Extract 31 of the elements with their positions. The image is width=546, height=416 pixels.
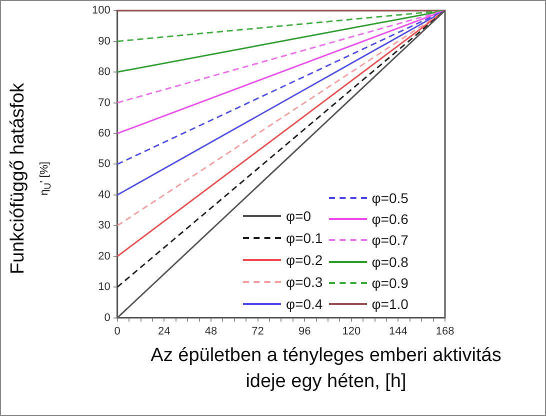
y-tick-label: 30 bbox=[98, 220, 110, 232]
legend-label: φ=0 bbox=[286, 208, 312, 224]
y-tick-label: 80 bbox=[98, 66, 110, 78]
x-axis-title: Az épületben a tényleges emberi aktivitás ideje egy héten, [h] bbox=[150, 344, 502, 394]
y-tick-label: 0 bbox=[104, 312, 110, 324]
legend-label: φ=0.8 bbox=[372, 254, 408, 270]
legend-label: φ=0.4 bbox=[286, 296, 323, 312]
legend-label: φ=0.3 bbox=[286, 274, 323, 290]
x-tick-label: 48 bbox=[204, 325, 218, 338]
legend-label: φ=0.9 bbox=[372, 274, 408, 291]
y-tick-label: 70 bbox=[98, 96, 110, 109]
legend-label: φ=0.1 bbox=[286, 230, 323, 246]
y-tick-label: 40 bbox=[98, 188, 110, 201]
x-tick-label: 168 bbox=[436, 325, 454, 338]
x-tick-label: 0 bbox=[114, 325, 120, 338]
legend-label: φ=0.7 bbox=[372, 232, 408, 248]
legend-label: φ=0.6 bbox=[372, 211, 408, 228]
y-tick-label: 90 bbox=[98, 35, 110, 48]
y-tick-label: 100 bbox=[92, 4, 110, 17]
y-tick-label: 10 bbox=[98, 281, 110, 294]
x-tick-label: 144 bbox=[389, 325, 408, 338]
legend-label: φ=0.2 bbox=[286, 252, 323, 268]
x-tick-label: 120 bbox=[342, 325, 361, 338]
legend-label: φ=0.5 bbox=[372, 190, 408, 206]
x-tick-label: 72 bbox=[252, 325, 264, 338]
y-tick-label: 50 bbox=[98, 158, 110, 170]
x-tick-label: 96 bbox=[298, 325, 311, 338]
x-tick-label: 24 bbox=[158, 325, 170, 338]
y-tick-label: 20 bbox=[98, 250, 110, 262]
y-tick-label: 60 bbox=[98, 128, 110, 140]
legend-label: φ=1.0 bbox=[372, 296, 408, 312]
